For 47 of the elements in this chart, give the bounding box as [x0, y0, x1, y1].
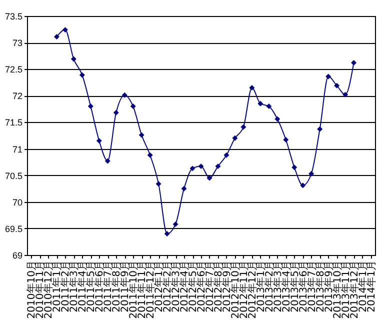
- point: [198, 164, 204, 170]
- y-tick-label: 70.5: [4, 170, 22, 181]
- point: [300, 182, 306, 188]
- point: [334, 82, 340, 88]
- point: [172, 221, 178, 227]
- y-tick-label: 69: [12, 250, 22, 260]
- point: [79, 72, 85, 78]
- point: [164, 231, 170, 236]
- point: [156, 181, 162, 187]
- point: [258, 100, 264, 106]
- point: [54, 34, 60, 40]
- point: [351, 60, 357, 66]
- point: [122, 92, 128, 98]
- point: [181, 186, 187, 192]
- point: [70, 56, 76, 62]
- y-tick-label: 70: [12, 197, 22, 208]
- point: [240, 124, 246, 130]
- point: [283, 137, 289, 142]
- y-tick-label: 71: [12, 144, 22, 154]
- y-tick-label: 69.5: [4, 224, 22, 234]
- y-tick-label: 72: [12, 91, 22, 102]
- point: [62, 27, 68, 33]
- y-tick-label: 71.5: [4, 118, 22, 128]
- point: [138, 132, 144, 138]
- point: [113, 110, 119, 116]
- y-tick-label: 73: [12, 38, 22, 48]
- point: [96, 138, 102, 144]
- x-tick-label: 2014年1月: [365, 260, 378, 312]
- point: [215, 164, 221, 170]
- point: [88, 104, 94, 110]
- point: [130, 104, 136, 110]
- point: [147, 152, 153, 158]
- point: [206, 175, 212, 181]
- y-tick-label: 72.5: [4, 64, 22, 75]
- point: [308, 171, 314, 176]
- point: [317, 126, 323, 132]
- point: [342, 92, 348, 98]
- point: [326, 74, 332, 80]
- point: [266, 104, 272, 110]
- point: [232, 135, 238, 141]
- point: [274, 116, 280, 122]
- point: [224, 152, 230, 158]
- point: [190, 166, 196, 172]
- y-tick-label: 73.5: [4, 12, 22, 22]
- point: [104, 158, 110, 164]
- point: [292, 164, 298, 170]
- point: [249, 84, 255, 90]
